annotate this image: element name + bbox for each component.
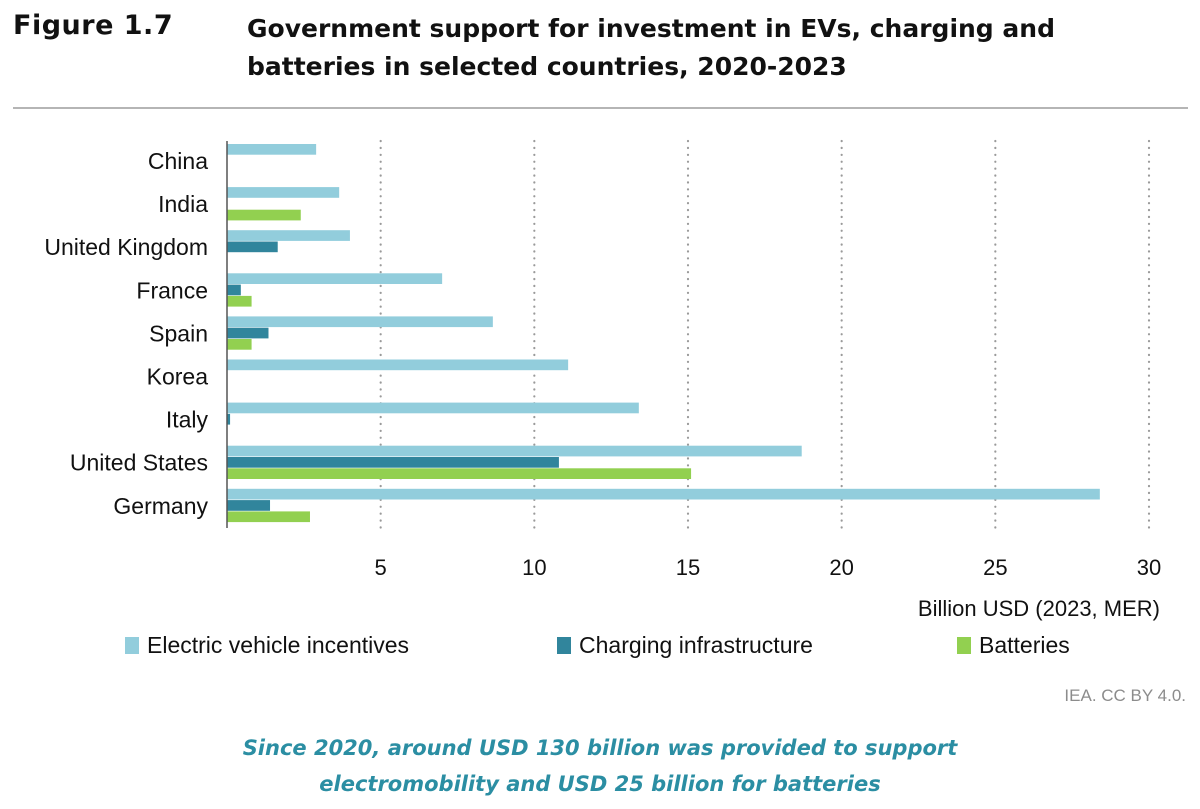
caption-line2: electromobility and USD 25 billion for b…	[319, 772, 881, 796]
category-label: United States	[70, 450, 208, 476]
bar-korea-electric-vehicle-incentives	[227, 359, 569, 371]
bar-india-electric-vehicle-incentives	[227, 187, 340, 198]
bar-united-kingdom-charging-infrastructure	[227, 241, 278, 253]
caption-line1: Since 2020, around USD 130 billion was p…	[242, 736, 958, 760]
legend-swatch-electric-vehicle-incentives	[125, 637, 139, 654]
figure-title: Government support for investment in EVs…	[247, 10, 1147, 86]
bar-china-electric-vehicle-incentives	[227, 144, 317, 155]
x-tick-label: 5	[375, 555, 387, 580]
bar-france-charging-infrastructure	[227, 284, 241, 296]
bar-france-electric-vehicle-incentives	[227, 273, 443, 284]
x-tick-label: 20	[829, 555, 853, 580]
bar-germany-charging-infrastructure	[227, 500, 271, 511]
gridlines	[379, 139, 1151, 530]
bar-italy-charging-infrastructure	[227, 413, 231, 425]
category-label: China	[148, 148, 208, 174]
bar-united-kingdom-electric-vehicle-incentives	[227, 230, 350, 241]
legend-swatch-batteries	[957, 637, 971, 654]
bar-spain-electric-vehicle-incentives	[227, 316, 493, 328]
bar-chart: 5 10 15 20 25 30 China India United Kingdom Franc…	[44, 139, 1161, 658]
x-tick-label: 30	[1137, 555, 1161, 580]
figure-label: Figure 1.7	[13, 10, 174, 41]
x-tick-label: 15	[676, 555, 700, 580]
category-label: Germany	[113, 493, 208, 519]
category-label: Spain	[149, 320, 208, 346]
category-label: India	[158, 191, 208, 217]
bar-united-states-electric-vehicle-incentives	[227, 445, 802, 457]
title-divider	[13, 107, 1188, 109]
legend-label: Charging infrastructure	[579, 632, 813, 658]
bar-italy-electric-vehicle-incentives	[227, 402, 639, 414]
legend-label: Electric vehicle incentives	[147, 632, 409, 658]
bar-germany-batteries	[227, 511, 310, 523]
bar-india-batteries	[227, 209, 301, 221]
bar-spain-batteries	[227, 339, 252, 350]
bar-france-batteries	[227, 295, 252, 307]
category-label: Korea	[147, 364, 209, 390]
bar-spain-charging-infrastructure	[227, 327, 269, 339]
bar-germany-electric-vehicle-incentives	[227, 488, 1100, 500]
figure-title-line2: batteries in selected countries, 2020-20…	[247, 52, 847, 81]
category-label: France	[136, 277, 208, 303]
category-label: Italy	[166, 407, 209, 433]
bar-united-states-batteries	[227, 468, 692, 479]
labels: 5 10 15 20 25 30 China India United Kingdom Franc…	[44, 148, 1161, 621]
legend-label: Batteries	[979, 632, 1070, 658]
category-label: United Kingdom	[44, 234, 208, 260]
legend-swatch-charging-infrastructure	[557, 637, 571, 654]
figure-title-line1: Government support for investment in EVs…	[247, 14, 1055, 43]
credit-text: IEA. CC BY 4.0.	[1064, 686, 1186, 705]
bars	[227, 144, 1100, 523]
x-axis-title: Billion USD (2023, MER)	[918, 596, 1160, 621]
bar-united-states-charging-infrastructure	[227, 457, 559, 468]
legend: Electric vehicle incentives Charging infr…	[125, 632, 1070, 658]
x-tick-label: 10	[522, 555, 546, 580]
x-tick-label: 25	[983, 555, 1007, 580]
